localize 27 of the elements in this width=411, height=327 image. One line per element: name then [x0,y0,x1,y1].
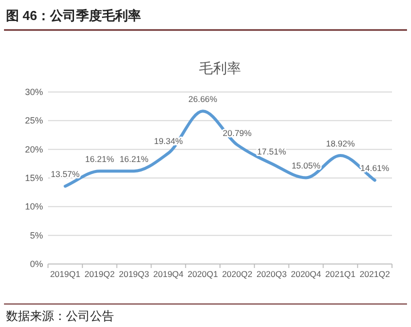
x-tick-label: 2020Q4 [290,269,322,279]
data-label: 26.66% [188,94,218,104]
data-label: 13.57% [50,169,80,180]
x-tick-label: 2020Q3 [256,269,287,279]
y-tick-label: 10% [24,202,43,212]
x-tick-label: 2019Q4 [153,269,184,279]
x-tick-label: 2021Q1 [325,269,356,279]
x-tick-label: 2020Q1 [188,269,218,279]
data-label: 17.51% [257,146,286,157]
x-tick-label: 2019Q1 [50,269,81,279]
data-label: 16.21% [85,154,114,164]
y-tick-label: 25% [24,116,43,126]
x-tick-label: 2019Q2 [84,269,115,279]
x-tick-label: 2019Q3 [118,269,150,279]
data-label: 15.05% [292,160,321,171]
y-tick-label: 5% [30,230,43,240]
x-tick-label: 2020Q2 [222,269,253,279]
chart-title: 图 46：公司季度毛利率 [6,8,142,23]
y-tick-label: 20% [24,144,43,154]
y-tick-label: 0% [30,259,43,269]
y-tick-label: 30% [24,87,43,97]
chart-subtitle: 毛利率 [199,60,241,76]
data-label: 16.21% [120,154,149,164]
source-note: 数据来源：公司公告 [6,309,114,323]
y-tick-label: 15% [24,173,43,183]
x-tick-label: 2021Q2 [360,269,390,279]
data-label: 18.92% [326,138,356,149]
